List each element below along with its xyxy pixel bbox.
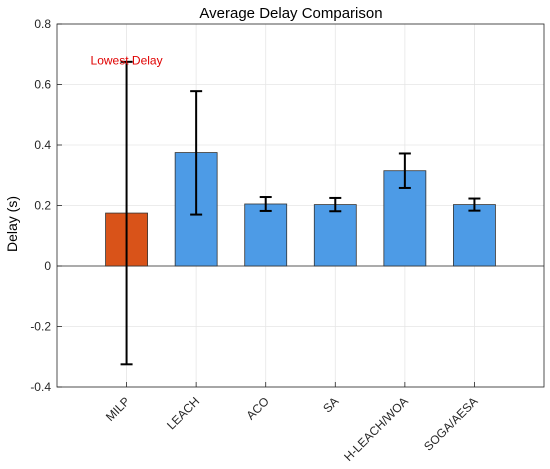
y-tick-label: 0.8 (34, 17, 51, 31)
y-tick-label: -0.2 (30, 320, 51, 334)
y-tick-label: 0.6 (34, 78, 51, 92)
y-axis-ticks: -0.4 -0.2 0 0.2 0.4 0.6 0.8 (30, 17, 62, 394)
error-bars (120, 60, 481, 366)
bar-soga-aesa (453, 204, 496, 267)
y-axis-label: Delay (s) (4, 196, 20, 252)
lowest-delay-annotation: Lowest Delay (91, 53, 163, 67)
y-tick-label: 0.4 (34, 138, 51, 152)
y-tick-label: -0.4 (30, 380, 51, 394)
chart-title: Average Delay Comparison (199, 5, 382, 22)
bar-sa (313, 204, 357, 267)
bar-aco (244, 203, 288, 267)
y-tick-label: 0 (44, 259, 51, 273)
y-tick-label: 0.2 (34, 199, 51, 213)
